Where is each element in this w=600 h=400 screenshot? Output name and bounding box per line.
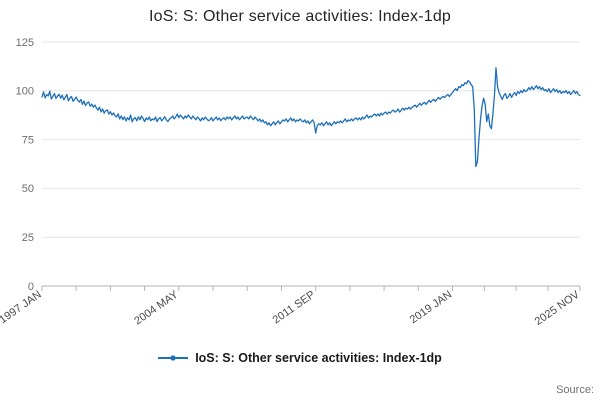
legend-label: IoS: S: Other service activities: Index-… xyxy=(195,351,442,365)
x-tick-label: 2004 MAY xyxy=(132,288,181,327)
x-tick-label: 2019 JAN xyxy=(408,289,455,327)
x-axis xyxy=(41,286,581,291)
line-chart: 0 25 50 75 100 125 1997 JAN 2004 MAY 2011 SEP 201… xyxy=(0,37,582,328)
x-tick-label: 2025 NOV xyxy=(533,288,583,328)
y-tick-label: 0 xyxy=(28,281,34,293)
series-line xyxy=(41,67,581,168)
y-tick-label: 125 xyxy=(16,37,34,49)
y-tick-label: 100 xyxy=(16,86,34,98)
y-tick-label: 50 xyxy=(22,183,34,195)
legend-item[interactable]: IoS: S: Other service activities: Index-… xyxy=(158,351,442,365)
x-tick-label: 1997 JAN xyxy=(0,289,44,327)
y-tick-label: 75 xyxy=(22,134,34,146)
legend: IoS: S: Other service activities: Index-… xyxy=(0,351,600,365)
chart-container: 0 25 50 75 100 125 1997 JAN 2004 MAY 2011 SEP 201… xyxy=(0,26,600,349)
page-title: IoS: S: Other service activities: Index-… xyxy=(148,8,452,25)
y-grid: 0 25 50 75 100 125 xyxy=(16,37,580,293)
legend-marker-icon xyxy=(158,355,189,361)
x-tick-labels: 1997 JAN 2004 MAY 2011 SEP 2019 JAN 2025 NOV xyxy=(0,288,582,328)
y-tick-label: 25 xyxy=(22,232,34,244)
source-label: Source: xyxy=(556,384,594,396)
x-tick-label: 2011 SEP xyxy=(271,289,318,327)
